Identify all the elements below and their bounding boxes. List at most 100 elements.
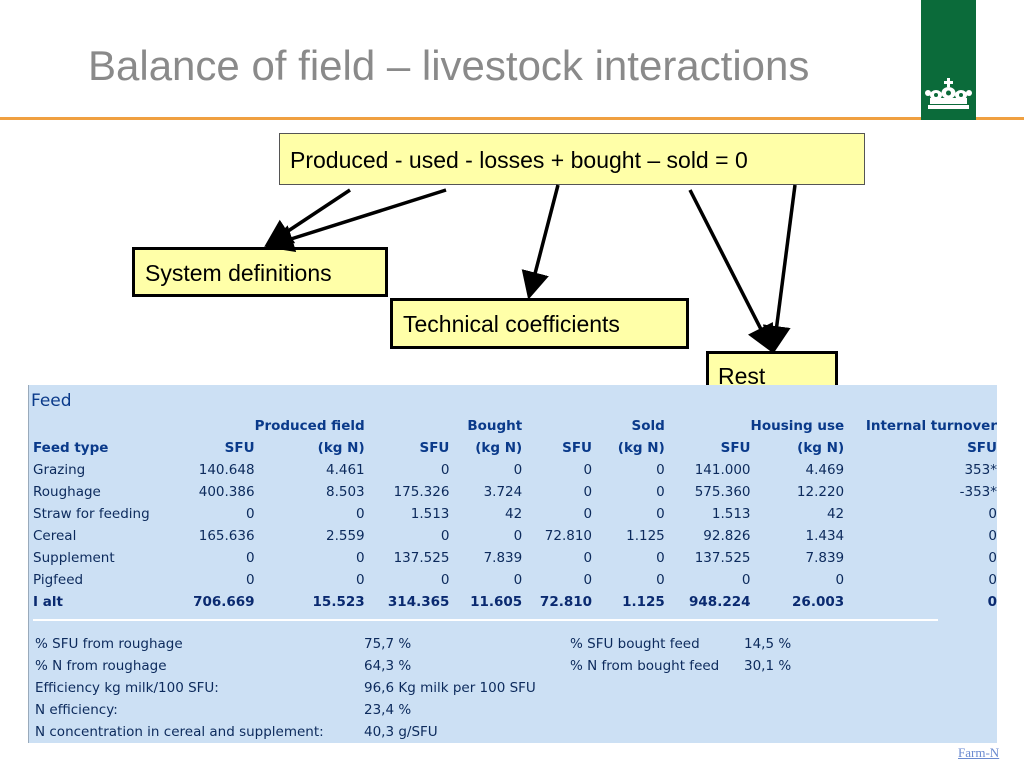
table-cell: Cereal: [33, 528, 77, 544]
table-cell: 0: [835, 572, 845, 588]
table-cell: Grazing: [33, 462, 86, 478]
table-cell: 4.461: [325, 462, 365, 478]
stat-value: 40,3 g/SFU: [364, 724, 438, 740]
arrow-losses: [521, 184, 560, 300]
slide-title: Balance of field – livestock interaction…: [88, 42, 810, 89]
table-row: Supplement 0 0 137.525 7.839 0 0 137.525…: [33, 547, 997, 569]
table-cell: Roughage: [33, 484, 101, 500]
table-cell: 0: [356, 506, 365, 522]
table-cell: 2.559: [325, 528, 365, 544]
logo-bar: [921, 0, 976, 120]
table-cell: 400.386: [198, 484, 255, 500]
table-cell: 0: [656, 462, 665, 478]
stat-value: 96,6 Kg milk per 100 SFU: [364, 680, 536, 696]
feed-table: Produced field Bought Sold Housing use I…: [33, 415, 997, 613]
system-definitions-callout: System definitions: [132, 247, 388, 297]
table-cell: 0: [583, 484, 593, 500]
table-cell: 26.003: [792, 594, 845, 610]
table-cell: 0: [513, 528, 523, 544]
table-cell: 1.513: [711, 506, 751, 522]
table-cell: 8.503: [325, 484, 365, 500]
table-cell: 72.810: [544, 528, 593, 544]
arrow-produced: [264, 188, 351, 247]
table-cell: 137.525: [694, 550, 751, 566]
stat-label: % N from roughage: [35, 658, 167, 674]
column-header: (kg N): [475, 440, 523, 456]
column-header: (kg N): [317, 440, 365, 456]
table-cell: Straw for feeding: [33, 506, 150, 522]
table-cell: 140.648: [198, 462, 255, 478]
table-cell: 0: [656, 484, 665, 500]
table-cell: 0: [440, 462, 450, 478]
table-cell: 0: [656, 550, 665, 566]
table-cell: 706.669: [193, 594, 255, 610]
table-cell: 42: [826, 506, 845, 522]
table-cell: 0: [245, 506, 255, 522]
table-row: Straw for feeding 0 0 1.513 42 0 0 1.513…: [33, 503, 997, 525]
table-row: Roughage 400.386 8.503 175.326 3.724 0 0…: [33, 481, 997, 503]
table-cell: 0: [513, 462, 523, 478]
table-cell: 0: [583, 550, 593, 566]
table-cell: 948.224: [689, 594, 751, 610]
table-cell: 175.326: [393, 484, 450, 500]
column-header: (kg N): [617, 440, 665, 456]
feed-panel: Feed Produced field Bought Sold Housing …: [28, 385, 997, 743]
table-cell: 0: [988, 528, 997, 544]
table-row: Grazing 140.648 4.461 0 0 0 0 141.000 4.…: [33, 459, 997, 481]
stat-label: % N from bought feed: [570, 658, 720, 674]
table-cell: 314.365: [387, 594, 450, 610]
table-cell: 0: [656, 506, 665, 522]
column-header: SFU: [419, 440, 450, 456]
column-header: (kg N): [797, 440, 845, 456]
table-cell: 0: [583, 572, 593, 588]
table-cell: 0: [513, 572, 523, 588]
table-cell: 4.469: [805, 462, 845, 478]
group-header-sold: Sold: [631, 418, 665, 434]
table-cell: 0: [440, 572, 450, 588]
group-header-housing-use: Housing use: [750, 418, 845, 434]
equation-callout: Produced - used - losses + bought – sold…: [279, 133, 865, 185]
arrow-bought: [688, 189, 774, 354]
column-header: SFU: [967, 440, 997, 456]
table-cell: 141.000: [694, 462, 751, 478]
table-cell: 92.826: [703, 528, 751, 544]
crown-icon: [925, 78, 972, 109]
table-cell: 0: [656, 572, 665, 588]
column-header: SFU: [224, 440, 255, 456]
table-cell: 0: [245, 550, 255, 566]
table-cell: 0: [245, 572, 255, 588]
table-cell: Pigfeed: [33, 572, 84, 588]
table-cell: 0: [741, 572, 751, 588]
arrow-used: [265, 188, 447, 253]
stat-label: N efficiency:: [35, 702, 118, 718]
table-cell: 11.605: [470, 594, 523, 610]
table-row: Pigfeed 0 0 0 0 0 0 0 0 0: [33, 569, 997, 591]
table-cell: 137.525: [393, 550, 450, 566]
table-cell: 0: [356, 572, 365, 588]
column-header-row: Feed type SFU (kg N) SFU (kg N) SFU (kg …: [33, 437, 997, 459]
footer-link[interactable]: Farm-N: [958, 745, 1000, 760]
stat-label: % SFU from roughage: [35, 636, 183, 652]
table-cell: 3.724: [483, 484, 523, 500]
stat-value: 14,5 %: [744, 636, 792, 652]
table-cell: 72.810: [539, 594, 593, 610]
group-header-internal-turnover: Internal turnover: [865, 418, 997, 434]
column-header: SFU: [720, 440, 751, 456]
table-cell: 15.523: [312, 594, 365, 610]
table-cell: 7.839: [805, 550, 845, 566]
table-cell: 7.839: [483, 550, 523, 566]
group-header-produced-field: Produced field: [254, 418, 365, 434]
arrow-sold: [762, 184, 797, 354]
stat-value: 75,7 %: [364, 636, 412, 652]
table-cell: 0: [988, 506, 997, 522]
table-cell: 0: [583, 506, 593, 522]
table-cell: I alt: [33, 594, 63, 610]
table-cell: Supplement: [33, 550, 115, 566]
group-header-bought: Bought: [467, 418, 523, 434]
stat-label: % SFU bought feed: [570, 636, 700, 652]
table-cell: 0: [356, 550, 365, 566]
table-cell: 575.360: [694, 484, 751, 500]
table-cell: 165.636: [198, 528, 255, 544]
feed-title: Feed: [31, 391, 72, 411]
total-row: I alt 706.669 15.523 314.365 11.605 72.8…: [33, 591, 997, 613]
